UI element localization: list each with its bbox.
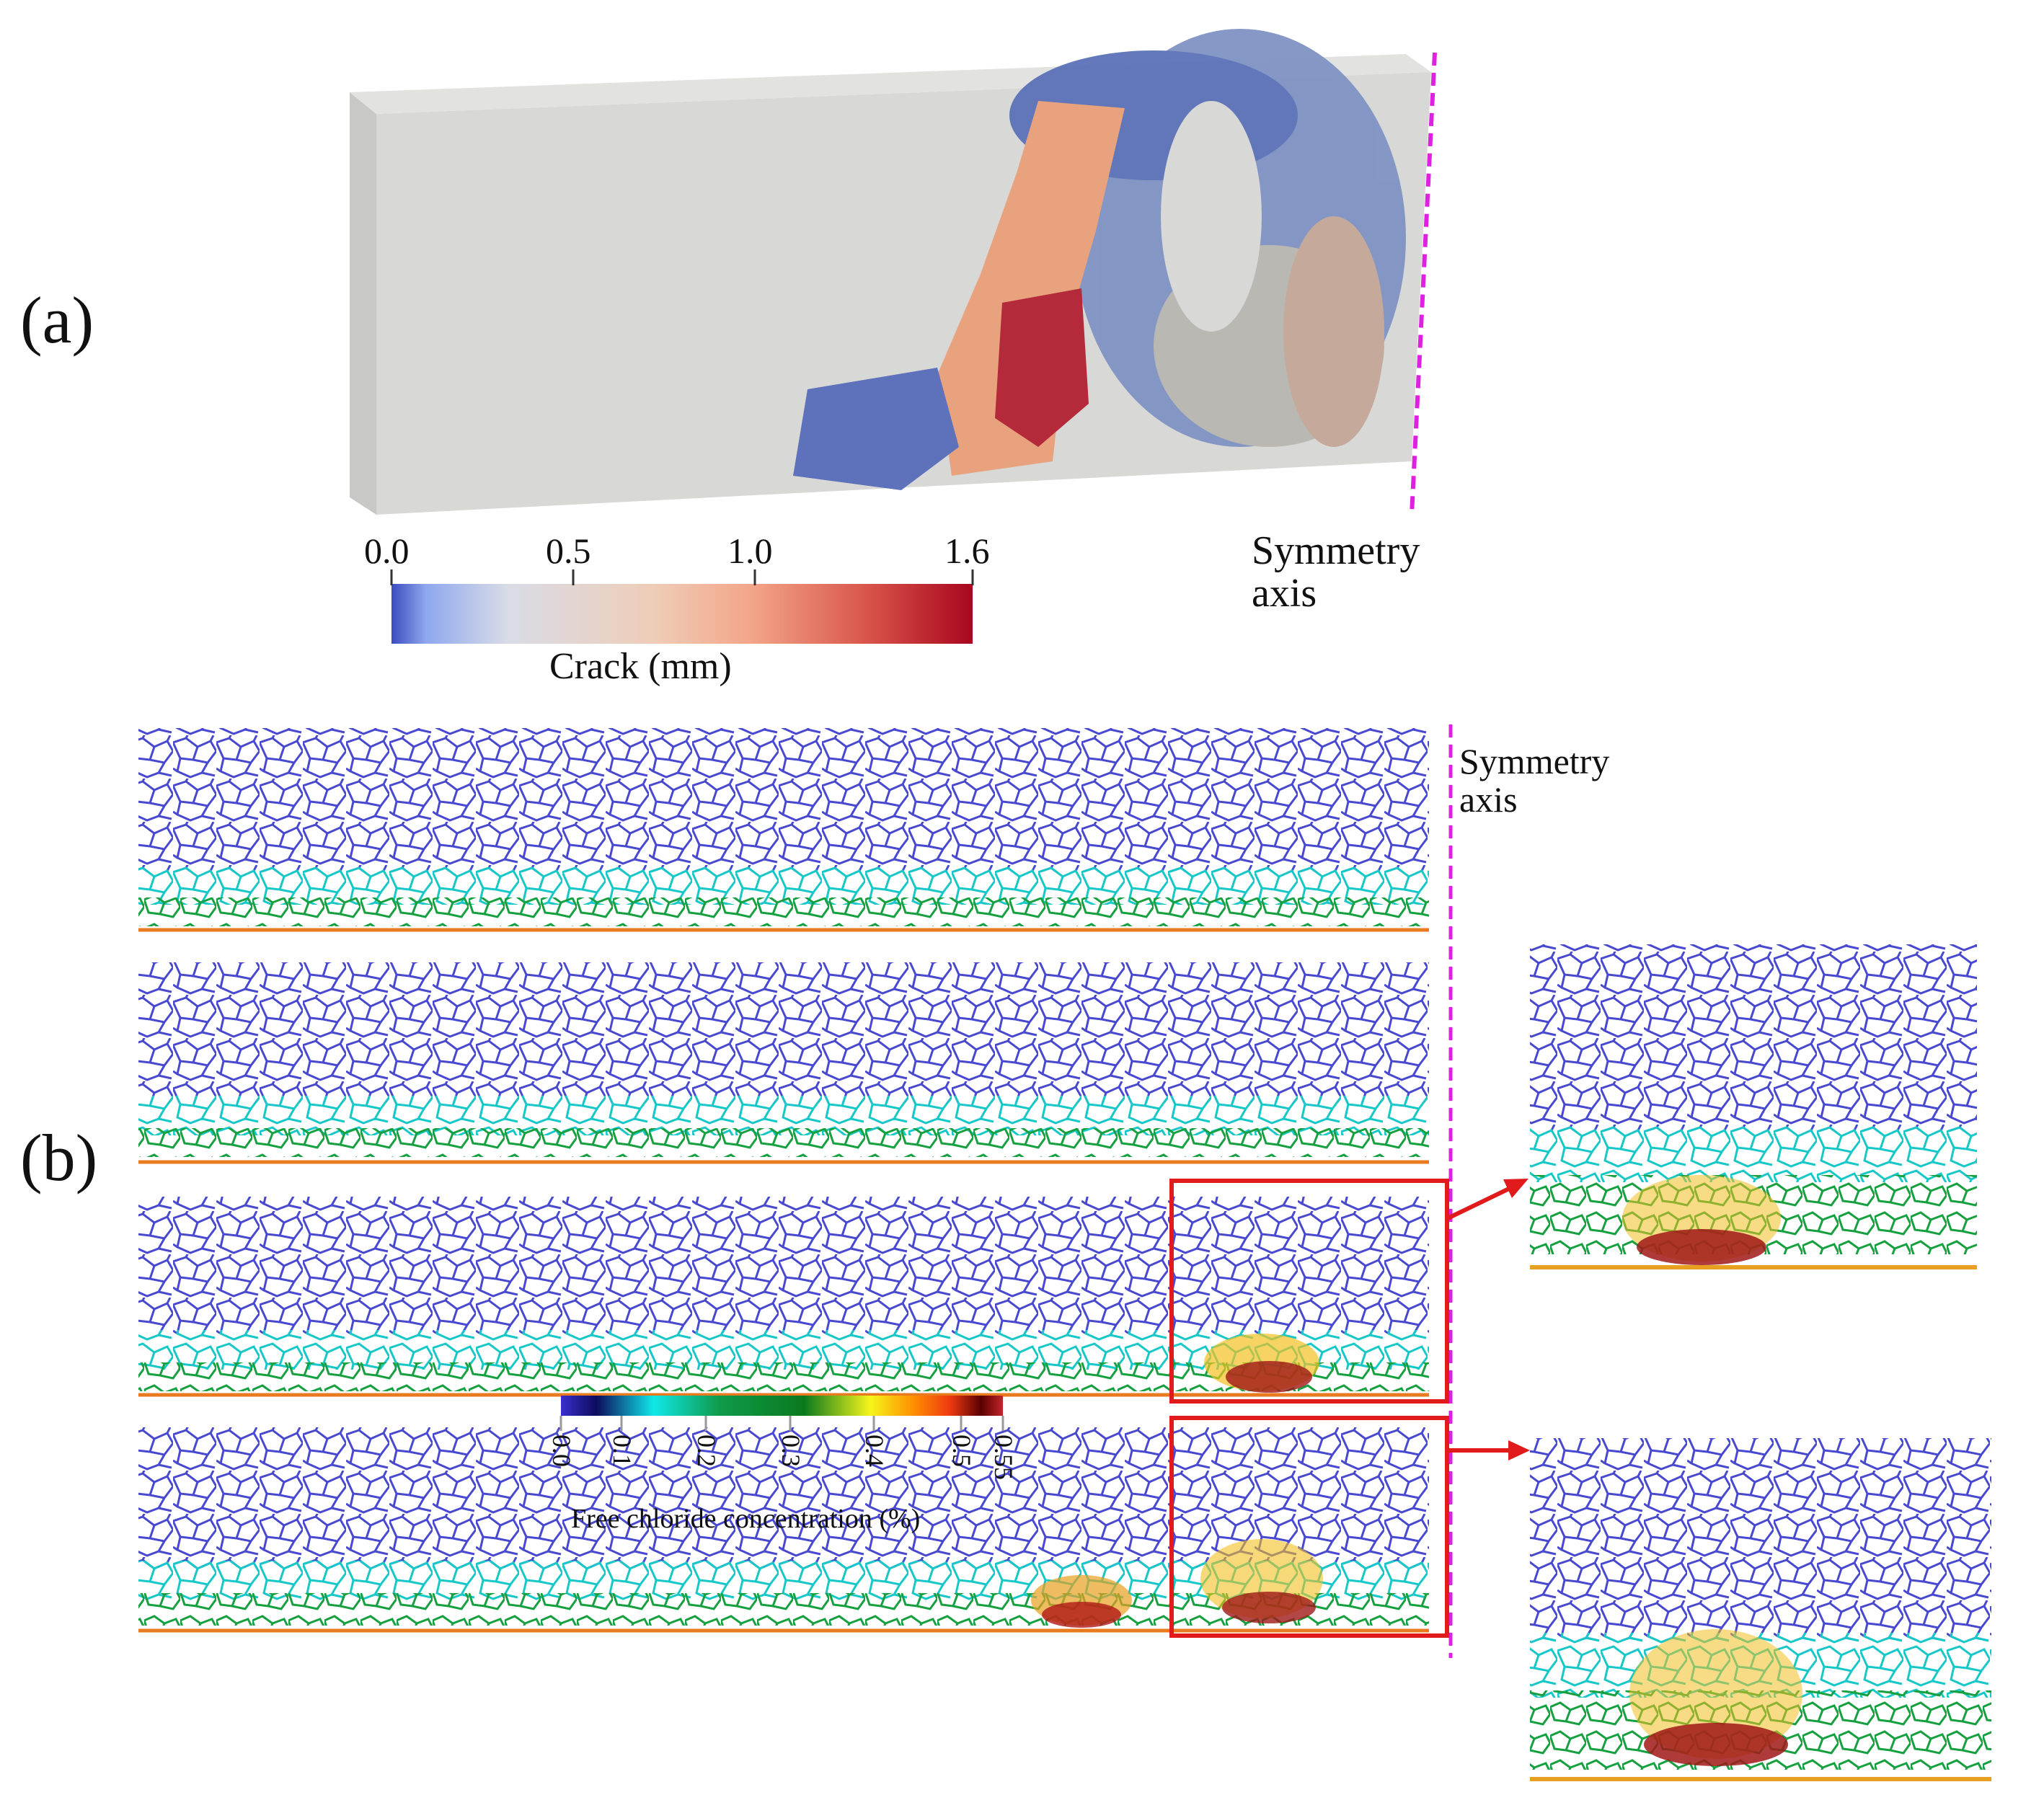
crack-tick-0: 0.0	[364, 531, 410, 571]
lattice-strip-1	[138, 728, 1429, 932]
cl-tick-2: 0.2	[692, 1435, 721, 1467]
lattice-strip-2	[138, 962, 1429, 1164]
symmetry-axis-label-a: Symmetry axis	[1252, 528, 1420, 616]
beam-end-face	[350, 92, 376, 515]
cl-tick-5: 0.5	[947, 1435, 976, 1467]
highlight-box-strip-3	[1169, 1179, 1449, 1404]
crack-tick-3: 1.6	[944, 531, 990, 571]
arrow-to-inset-1	[1446, 1179, 1528, 1220]
zoom-inset-1	[1530, 944, 1977, 1269]
crack-colorbar-title: Crack (mm)	[549, 646, 732, 687]
symmetry-axis-label-b: Symmetry axis	[1459, 741, 1610, 820]
crack-cluster-blue-left	[793, 368, 959, 490]
zoom-inset-2	[1530, 1438, 1991, 1781]
lattice-strip-3	[138, 1197, 1429, 1397]
panel-a-label: (a)	[20, 283, 94, 357]
crack-colorbar	[391, 584, 973, 644]
symmetry-line-a	[1410, 52, 1437, 515]
cl-tick-0: 0.0	[547, 1435, 576, 1467]
beam-top-face	[350, 54, 1431, 114]
crack-tick-2: 1.0	[727, 531, 773, 571]
beam-front-face	[376, 72, 1431, 515]
chloride-colorbar	[561, 1396, 1003, 1416]
arrow-to-inset-2	[1448, 1440, 1530, 1460]
cl-tick-4: 0.4	[860, 1435, 889, 1467]
crack-cluster-blue-right	[1009, 29, 1406, 447]
highlight-box-strip-4	[1169, 1416, 1449, 1638]
chloride-colorbar-title: Free chloride concentration (%)	[571, 1504, 921, 1534]
panel-b-label: (b)	[20, 1121, 98, 1194]
cl-tick-1: 0.1	[608, 1435, 637, 1467]
cl-tick-3: 0.3	[777, 1435, 805, 1467]
crack-tick-1: 0.5	[546, 531, 591, 571]
cl-tick-6: 0.55	[989, 1435, 1018, 1480]
crack-cluster-orange-diagonal	[937, 101, 1125, 476]
